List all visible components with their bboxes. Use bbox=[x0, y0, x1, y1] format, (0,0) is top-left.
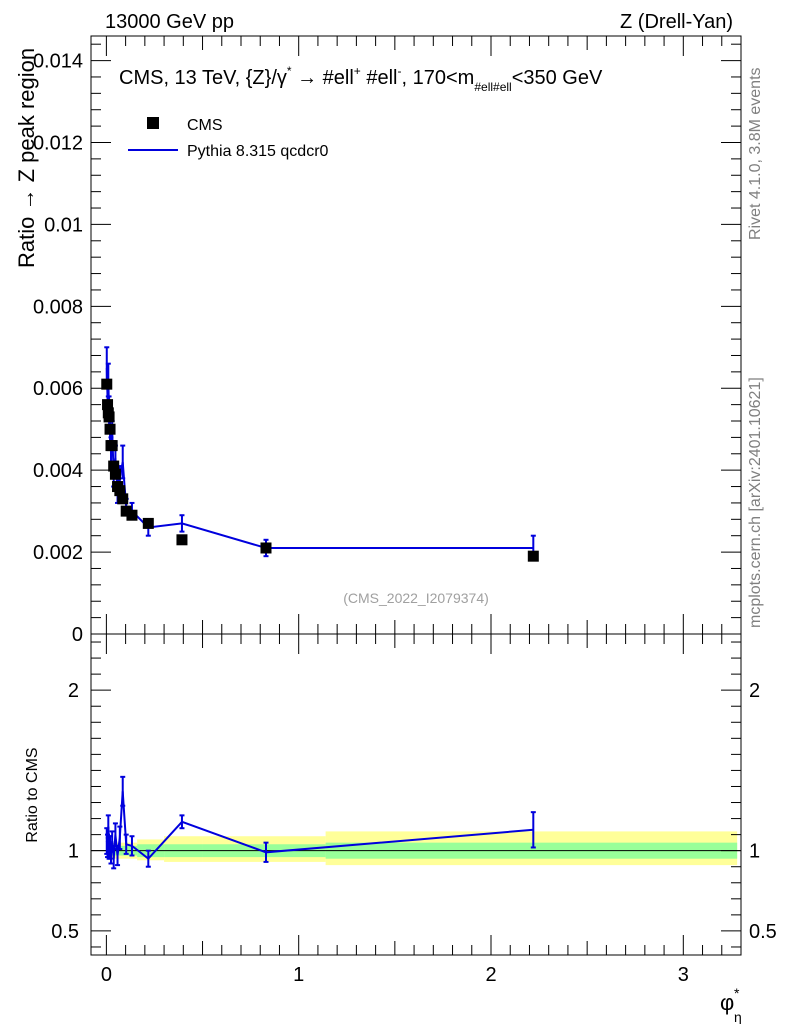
main-y-tick-label: 0.008 bbox=[33, 296, 83, 318]
legend: CMS Pythia 8.315 qcdcr0 bbox=[128, 117, 329, 160]
main-y-ticks bbox=[91, 36, 741, 635]
x-axis-label-sub: η bbox=[734, 1009, 742, 1024]
analysis-watermark: (CMS_2022_I2079374) bbox=[343, 590, 489, 606]
header-process-label: Z (Drell-Yan) bbox=[620, 11, 733, 33]
main-y-tick-label: 0.002 bbox=[33, 542, 83, 564]
pythia-line bbox=[105, 367, 534, 549]
main-y-tick-label: 0.014 bbox=[33, 51, 83, 73]
main-y-tick-label: 0 bbox=[72, 624, 83, 646]
cms-data-point bbox=[108, 460, 120, 472]
ratio-bands bbox=[106, 831, 738, 866]
main-panel: 0 0.002 0.004 0.006 0.008 0.01 0.012 0.014 CMS,… bbox=[14, 35, 742, 646]
ratio-y-tick-label-right: 2 bbox=[749, 680, 760, 702]
main-y-tick-label: 0.004 bbox=[33, 460, 83, 482]
plot-title: CMS, 13 TeV, {Z}/γ* → #ell+ #ell-, 170<m… bbox=[119, 64, 603, 94]
cms-data-point bbox=[104, 423, 116, 435]
ratio-y-ticks bbox=[91, 634, 741, 955]
cms-data-point bbox=[103, 411, 115, 423]
main-series bbox=[101, 346, 539, 562]
main-y-tick-label: 0.01 bbox=[44, 214, 83, 236]
cms-data-point bbox=[126, 509, 138, 521]
cms-data-point bbox=[106, 440, 118, 452]
main-y-tick-label: 0.006 bbox=[33, 378, 83, 400]
cms-data-point bbox=[102, 399, 114, 411]
x-axis-label-sup: * bbox=[734, 985, 740, 1001]
ratio-y-tick-labels: 0.5 0.5 1 1 2 2 bbox=[51, 680, 777, 943]
title-prefix: CMS, 13 TeV, {Z}/γ bbox=[119, 67, 287, 89]
ratio-y-tick-label-left: 2 bbox=[68, 680, 79, 702]
title-plus: + bbox=[354, 64, 361, 78]
x-axis-label-base: φ bbox=[720, 990, 734, 1015]
cms-data-point bbox=[101, 378, 113, 390]
cms-data-point bbox=[109, 468, 121, 480]
cms-data-point bbox=[260, 542, 272, 554]
ratio-y-tick-label-right: 1 bbox=[749, 841, 760, 863]
cms-data-point bbox=[120, 505, 132, 517]
main-y-tick-labels: 0 0.002 0.004 0.006 0.008 0.01 0.012 0.014 bbox=[33, 51, 83, 646]
cms-data-point bbox=[527, 550, 539, 562]
ratio-y-tick-label-right: 0.5 bbox=[749, 921, 777, 943]
ratio-panel: 0.5 0.5 1 1 2 2 0 1 2 3 Ratio to CMS bbox=[24, 633, 777, 986]
main-y-tick-label: 0.012 bbox=[33, 132, 83, 154]
ratio-plot-frame bbox=[90, 633, 742, 956]
x-tick-label: 3 bbox=[678, 964, 689, 986]
x-tick-label: 0 bbox=[101, 964, 112, 986]
main-y-axis-label: Ratio → Z peak region bbox=[14, 48, 39, 268]
ratio-series bbox=[104, 775, 536, 870]
cms-data-point bbox=[142, 517, 154, 529]
title-minus: - bbox=[398, 64, 402, 78]
title-star: * bbox=[287, 64, 292, 78]
title-arrow: → #ell bbox=[292, 67, 354, 89]
cms-data-point bbox=[114, 485, 126, 497]
cms-data-point bbox=[176, 534, 188, 546]
ratio-x-tick-labels: 0 1 2 3 bbox=[101, 964, 689, 986]
legend-cms-label: CMS bbox=[187, 117, 223, 134]
x-tick-label: 1 bbox=[293, 964, 304, 986]
mcplots-reference-label: mcplots.cern.ch [arXiv:2401.10621] bbox=[747, 377, 764, 628]
title-mid: #ell bbox=[361, 67, 398, 89]
x-tick-label: 2 bbox=[485, 964, 496, 986]
title-mass-b: <350 GeV bbox=[512, 67, 603, 89]
ratio-y-tick-label-left: 0.5 bbox=[51, 921, 79, 943]
legend-cms-marker bbox=[147, 117, 159, 129]
title-mass-sub: #ell#ell bbox=[474, 80, 511, 94]
x-axis-label: φ* η bbox=[720, 985, 742, 1024]
ratio-y-tick-label-left: 1 bbox=[68, 841, 79, 863]
ratio-y-axis-label: Ratio to CMS bbox=[24, 747, 41, 842]
legend-pythia-label: Pythia 8.315 qcdcr0 bbox=[187, 143, 329, 160]
cms-data-point bbox=[117, 493, 129, 505]
title-mass-a: , 170<m bbox=[402, 67, 475, 89]
header-energy-label: 13000 GeV pp bbox=[105, 11, 234, 33]
rivet-version-label: Rivet 4.1.0, 3.8M events bbox=[747, 67, 764, 240]
